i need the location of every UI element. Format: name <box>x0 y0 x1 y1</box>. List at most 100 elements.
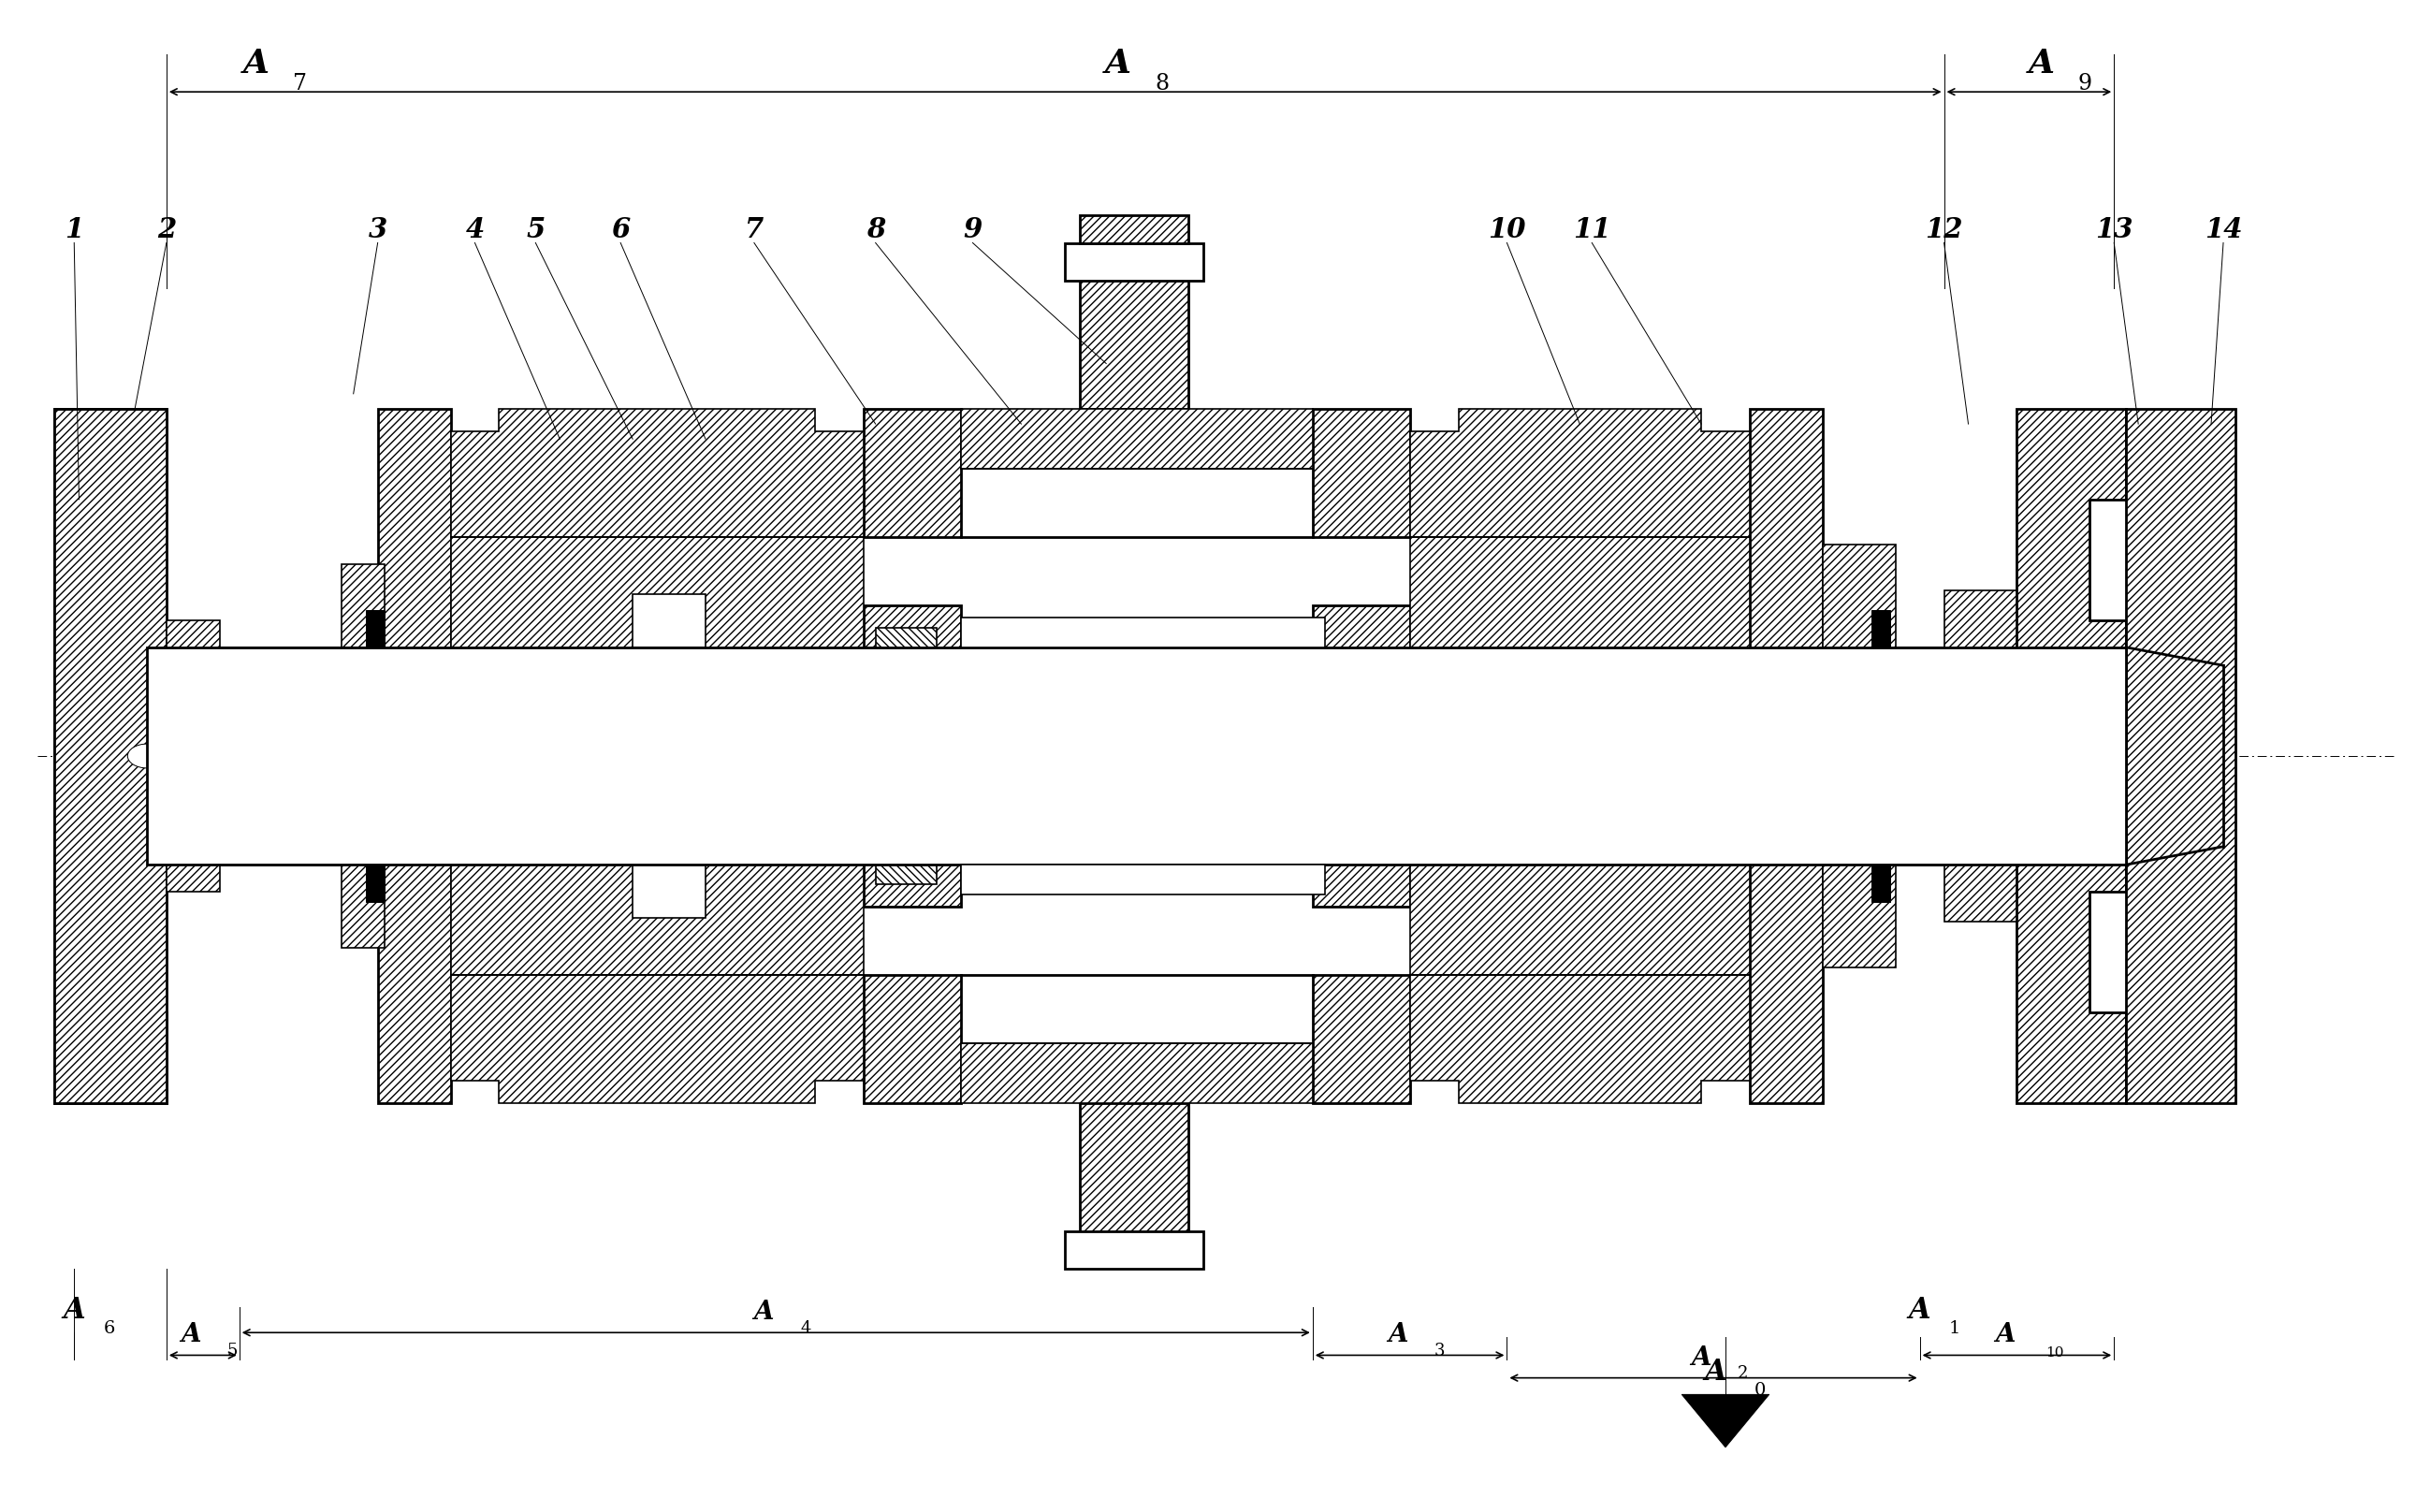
Bar <box>1945 590 2018 680</box>
Text: 4: 4 <box>800 1320 812 1337</box>
Text: A: A <box>243 48 270 80</box>
Bar <box>377 408 450 1104</box>
Polygon shape <box>1682 1394 1770 1447</box>
Bar <box>1945 832 2018 922</box>
Circle shape <box>2047 744 2086 768</box>
Text: A: A <box>1704 1358 1726 1387</box>
Bar <box>863 975 960 1104</box>
Polygon shape <box>1410 975 1750 1104</box>
Text: 5: 5 <box>525 216 545 243</box>
Circle shape <box>187 679 226 703</box>
Bar <box>1079 274 1189 408</box>
Text: A: A <box>1908 1296 1930 1325</box>
Bar <box>1079 216 1189 243</box>
Circle shape <box>1865 679 1903 703</box>
Text: A: A <box>1388 1323 1408 1347</box>
Text: 2: 2 <box>1738 1365 1748 1382</box>
Bar <box>960 617 1325 647</box>
Text: 7: 7 <box>744 216 763 243</box>
Circle shape <box>122 665 413 847</box>
Text: 2: 2 <box>158 216 175 243</box>
Bar <box>960 408 1313 469</box>
Text: 5: 5 <box>226 1343 238 1359</box>
Text: 1: 1 <box>66 216 83 243</box>
Text: 8: 8 <box>1155 74 1169 95</box>
Text: 9: 9 <box>2079 74 2091 95</box>
Bar <box>56 408 165 1104</box>
Text: A: A <box>63 1296 85 1325</box>
Text: 10: 10 <box>1488 216 1527 243</box>
Polygon shape <box>450 408 863 537</box>
Text: A: A <box>1692 1346 1711 1370</box>
Text: 1: 1 <box>1950 1320 1959 1337</box>
Bar <box>1872 865 1891 903</box>
Bar <box>960 658 1033 854</box>
Bar <box>450 537 863 975</box>
Bar <box>1167 658 1240 854</box>
Text: A: A <box>754 1300 773 1325</box>
Polygon shape <box>2018 408 2127 1104</box>
Text: 4: 4 <box>464 216 484 243</box>
Bar <box>365 865 384 903</box>
Text: 7: 7 <box>292 74 306 95</box>
Text: 11: 11 <box>1573 216 1612 243</box>
Circle shape <box>370 744 408 768</box>
Text: 6: 6 <box>102 1320 114 1337</box>
Polygon shape <box>56 408 165 1104</box>
Text: 6: 6 <box>610 216 630 243</box>
Bar <box>165 620 219 680</box>
Bar <box>1872 609 1891 647</box>
Bar <box>165 832 219 892</box>
Bar <box>1313 408 1410 537</box>
Text: A: A <box>1996 1323 2015 1347</box>
Text: A: A <box>180 1323 202 1347</box>
Bar <box>960 1043 1313 1104</box>
Text: A: A <box>2027 48 2054 80</box>
Bar <box>1065 243 1203 281</box>
Bar <box>2127 408 2237 1104</box>
Bar <box>243 680 316 718</box>
Text: 0: 0 <box>1755 1382 1767 1399</box>
Bar <box>1823 832 1896 968</box>
Bar <box>340 564 384 647</box>
Circle shape <box>1799 665 2091 847</box>
Bar <box>1410 537 1750 975</box>
Bar <box>243 794 316 832</box>
Bar <box>1750 408 1823 1104</box>
Bar <box>875 627 936 885</box>
Polygon shape <box>1410 408 1750 537</box>
Bar <box>146 647 2127 865</box>
Bar <box>960 865 1325 895</box>
Bar <box>1079 1104 1189 1238</box>
Text: 8: 8 <box>865 216 885 243</box>
Polygon shape <box>450 975 863 1104</box>
Text: A: A <box>1106 48 1130 80</box>
Text: 10: 10 <box>2047 1347 2064 1359</box>
Bar <box>1823 544 1896 680</box>
Bar <box>863 408 960 537</box>
Circle shape <box>1865 809 1903 833</box>
Circle shape <box>187 809 226 833</box>
Circle shape <box>1986 809 2025 833</box>
Text: 9: 9 <box>963 216 982 243</box>
Text: 13: 13 <box>2096 216 2132 243</box>
Circle shape <box>309 809 348 833</box>
Bar <box>365 609 384 647</box>
Circle shape <box>1986 679 2025 703</box>
Text: 12: 12 <box>1925 216 1962 243</box>
Bar <box>632 594 705 647</box>
Text: 3: 3 <box>367 216 387 243</box>
Bar <box>1313 975 1410 1104</box>
Bar <box>632 865 705 918</box>
Circle shape <box>1804 744 1843 768</box>
Bar <box>146 647 2127 865</box>
Text: 14: 14 <box>2205 216 2241 243</box>
Bar <box>340 865 384 948</box>
Circle shape <box>170 696 365 816</box>
Circle shape <box>309 679 348 703</box>
Bar <box>863 605 960 907</box>
Circle shape <box>1848 696 2042 816</box>
Bar <box>1065 1231 1203 1269</box>
Text: 3: 3 <box>1434 1343 1444 1359</box>
Circle shape <box>126 744 165 768</box>
